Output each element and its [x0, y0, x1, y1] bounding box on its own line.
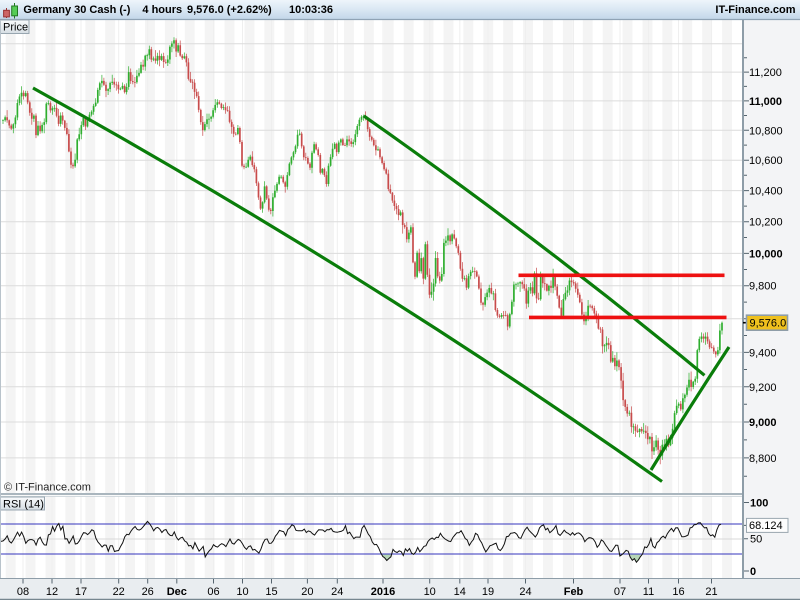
svg-text:RSI (14): RSI (14): [3, 499, 44, 511]
svg-text:22: 22: [113, 586, 125, 598]
svg-text:10:03:36: 10:03:36: [289, 4, 333, 16]
svg-text:21: 21: [705, 586, 717, 598]
svg-text:9,400: 9,400: [749, 347, 777, 359]
svg-text:15: 15: [265, 586, 277, 598]
svg-text:08: 08: [17, 586, 29, 598]
svg-text:9,800: 9,800: [749, 281, 777, 293]
svg-text:4 hours: 4 hours: [142, 4, 182, 16]
svg-text:10,200: 10,200: [749, 217, 783, 229]
svg-text:11,200: 11,200: [749, 67, 782, 79]
svg-text:Feb: Feb: [564, 586, 584, 598]
svg-text:11,000: 11,000: [749, 96, 782, 108]
svg-text:16: 16: [672, 586, 684, 598]
svg-text:10,000: 10,000: [749, 248, 783, 260]
svg-text:24: 24: [519, 586, 531, 598]
svg-text:17: 17: [75, 586, 87, 598]
svg-text:Dec: Dec: [167, 586, 187, 598]
svg-text:20: 20: [301, 586, 313, 598]
svg-text:IT-Finance.com: IT-Finance.com: [715, 4, 795, 16]
svg-text:9,200: 9,200: [749, 382, 777, 394]
svg-text:12: 12: [46, 586, 58, 598]
svg-text:9,576.0: 9,576.0: [750, 318, 787, 330]
svg-text:10,600: 10,600: [749, 155, 783, 167]
svg-text:9,576.0 (+2.62%): 9,576.0 (+2.62%): [187, 4, 272, 16]
svg-text:8,800: 8,800: [749, 453, 777, 465]
svg-text:9,000: 9,000: [749, 417, 777, 429]
svg-text:11: 11: [643, 586, 654, 598]
svg-text:68.124: 68.124: [749, 520, 783, 532]
svg-text:07: 07: [614, 586, 626, 598]
svg-text:24: 24: [331, 586, 343, 598]
svg-text:2016: 2016: [371, 586, 395, 598]
svg-text:26: 26: [142, 586, 154, 598]
svg-text:06: 06: [207, 586, 219, 598]
svg-text:Germany 30 Cash (-): Germany 30 Cash (-): [23, 4, 130, 16]
svg-text:10,400: 10,400: [749, 186, 783, 198]
svg-text:19: 19: [482, 586, 494, 598]
svg-text:10: 10: [424, 586, 436, 598]
svg-text:Price: Price: [3, 22, 28, 34]
svg-text:10: 10: [236, 586, 248, 598]
svg-text:0: 0: [750, 566, 756, 578]
svg-text:© IT-Finance.com: © IT-Finance.com: [4, 482, 91, 494]
svg-text:10,800: 10,800: [749, 125, 783, 137]
svg-text:100: 100: [750, 498, 768, 510]
svg-text:14: 14: [454, 586, 466, 598]
svg-text:50: 50: [750, 534, 762, 546]
